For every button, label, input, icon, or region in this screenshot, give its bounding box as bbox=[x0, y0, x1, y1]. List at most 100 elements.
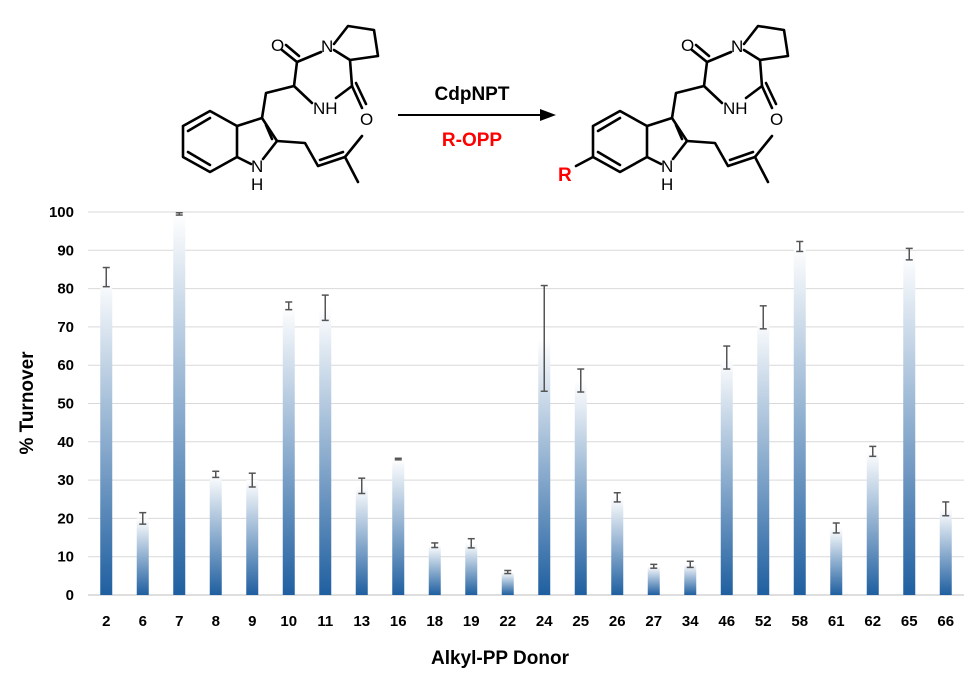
bar-11 bbox=[319, 307, 332, 595]
error-bar-10 bbox=[285, 301, 293, 311]
error-bar-27 bbox=[650, 563, 658, 569]
error-bar-11 bbox=[321, 294, 329, 322]
x-tick-label: 24 bbox=[536, 613, 553, 630]
x-tick-label: 58 bbox=[791, 613, 808, 630]
bar-8 bbox=[209, 474, 222, 595]
x-tick-label: 2 bbox=[102, 613, 110, 630]
svg-text:H: H bbox=[251, 175, 263, 194]
y-tick-label: 100 bbox=[49, 204, 74, 221]
bar-9 bbox=[246, 480, 259, 595]
error-bar-16 bbox=[394, 457, 402, 461]
bar-25 bbox=[574, 380, 587, 595]
error-bar-22 bbox=[504, 569, 512, 575]
x-axis-ticks: 2 6 7 8 9 10 11 13 16 18 19 22 24 25 26 27 34 46 52 58 61 62 6… bbox=[102, 613, 954, 630]
y-axis-ticks: 0 10 20 30 40 50 60 70 80 90 100 bbox=[49, 204, 74, 604]
x-tick-label: 10 bbox=[280, 613, 297, 630]
error-bar-65 bbox=[905, 247, 913, 261]
bar-22 bbox=[501, 572, 514, 595]
error-bar-66 bbox=[942, 501, 950, 517]
error-bar-18 bbox=[431, 542, 439, 549]
error-bars bbox=[102, 212, 950, 575]
bar-24 bbox=[538, 338, 551, 595]
y-tick-label: 90 bbox=[57, 242, 74, 259]
x-tick-label: 18 bbox=[426, 613, 443, 630]
error-bar-34 bbox=[686, 560, 694, 569]
x-tick-label: 65 bbox=[901, 613, 918, 630]
svg-text:N: N bbox=[731, 37, 743, 56]
bar-19 bbox=[465, 543, 478, 595]
x-tick-label: 11 bbox=[317, 613, 333, 630]
x-tick-label: 34 bbox=[682, 613, 699, 630]
bar-61 bbox=[830, 527, 843, 595]
error-bar-8 bbox=[212, 470, 220, 479]
svg-text:H: H bbox=[661, 175, 673, 194]
error-bar-19 bbox=[467, 537, 475, 549]
x-tick-label: 61 bbox=[828, 613, 845, 630]
x-axis-title: Alkyl-PP Donor bbox=[431, 648, 570, 669]
reaction-arrow bbox=[398, 109, 556, 121]
x-tick-label: 66 bbox=[937, 613, 954, 630]
r-group-label: R bbox=[558, 165, 572, 186]
svg-text:NH: NH bbox=[723, 99, 748, 118]
svg-text:N: N bbox=[321, 37, 333, 56]
error-bar-61 bbox=[832, 522, 840, 534]
svg-text:O: O bbox=[681, 36, 694, 55]
x-tick-label: 19 bbox=[463, 613, 480, 630]
bar-52 bbox=[757, 317, 770, 595]
bar-66 bbox=[939, 508, 952, 595]
svg-text:N: N bbox=[661, 157, 673, 176]
bar-10 bbox=[282, 305, 295, 595]
bar-16 bbox=[392, 459, 405, 595]
svg-text:O: O bbox=[271, 36, 284, 55]
error-bar-6 bbox=[139, 511, 147, 525]
y-tick-label: 40 bbox=[57, 434, 74, 451]
bar-2 bbox=[100, 277, 113, 595]
bar-62 bbox=[866, 451, 879, 595]
error-bar-9 bbox=[248, 472, 256, 488]
svg-text:O: O bbox=[360, 110, 373, 129]
error-bar-26 bbox=[613, 491, 621, 503]
y-tick-label: 30 bbox=[57, 472, 74, 489]
x-tick-label: 13 bbox=[353, 613, 370, 630]
x-tick-label: 26 bbox=[609, 613, 626, 630]
error-bar-62 bbox=[869, 445, 877, 458]
x-tick-label: 8 bbox=[212, 613, 220, 630]
enzyme-label: CdpNPT bbox=[435, 84, 510, 105]
x-tick-label: 52 bbox=[755, 613, 772, 630]
bar-27 bbox=[647, 566, 660, 595]
bar-13 bbox=[355, 485, 368, 595]
bar-26 bbox=[611, 497, 624, 595]
x-tick-label: 6 bbox=[139, 613, 147, 630]
x-tick-label: 25 bbox=[572, 613, 589, 630]
x-tick-label: 9 bbox=[248, 613, 256, 630]
bar-18 bbox=[428, 545, 441, 595]
error-bar-58 bbox=[796, 240, 804, 253]
reactant-structure: N H O N O NH bbox=[181, 24, 380, 194]
error-bar-2 bbox=[102, 266, 110, 288]
bars bbox=[100, 213, 952, 596]
product-structure: N H O N O NH bbox=[574, 24, 790, 194]
x-tick-label: 62 bbox=[864, 613, 881, 630]
error-bar-25 bbox=[577, 368, 585, 393]
bar-7 bbox=[173, 213, 186, 596]
y-tick-label: 10 bbox=[57, 549, 74, 566]
y-tick-label: 0 bbox=[66, 587, 74, 604]
y-axis-title: % Turnover bbox=[17, 351, 38, 455]
y-tick-label: 70 bbox=[57, 319, 74, 336]
svg-text:N: N bbox=[251, 157, 263, 176]
bar-6 bbox=[136, 518, 149, 595]
x-tick-label: 7 bbox=[175, 613, 183, 630]
error-bar-24 bbox=[540, 284, 548, 392]
svg-text:O: O bbox=[770, 110, 783, 129]
x-tick-label: 22 bbox=[499, 613, 516, 630]
svg-text:NH: NH bbox=[313, 99, 338, 118]
x-tick-label: 16 bbox=[390, 613, 407, 630]
reaction-scheme: N H O N O NH CdpNPT R-OPP bbox=[181, 24, 790, 194]
donor-label: R-OPP bbox=[442, 130, 503, 151]
error-bar-7 bbox=[175, 212, 183, 216]
bar-65 bbox=[903, 254, 916, 595]
error-bar-46 bbox=[723, 345, 731, 370]
y-tick-label: 50 bbox=[57, 396, 74, 413]
y-tick-label: 80 bbox=[57, 281, 74, 298]
